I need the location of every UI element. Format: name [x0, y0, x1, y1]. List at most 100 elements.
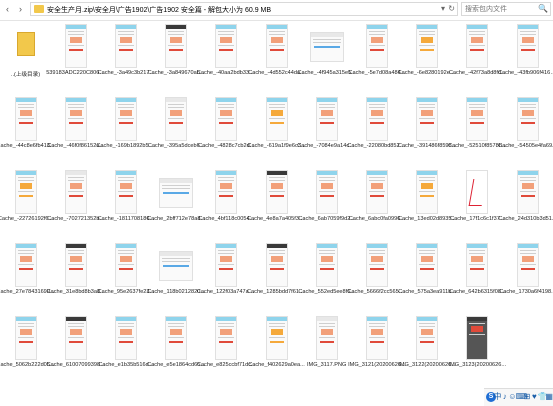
file-item[interactable]: Cache_e1b35b516d...	[96, 314, 155, 378]
file-item[interactable]: Cache_-7084e9a14c3...	[297, 95, 356, 159]
file-item[interactable]: IMG_3121(20200626...	[347, 314, 406, 378]
file-item[interactable]: Cache_27e78431699...	[0, 241, 55, 305]
file-thumbnail	[215, 24, 238, 68]
file-item[interactable]: Cache_1285bdd7f61e...	[247, 241, 306, 305]
file-item[interactable]: Cache_-3a849670ab...	[147, 22, 206, 86]
file-item[interactable]: Cache_-44c8e6fb413...	[0, 95, 55, 159]
file-item[interactable]: Cache_-6e8280192ec...	[398, 22, 457, 86]
file-thumbnail	[265, 316, 288, 360]
emoji-icon[interactable]: ☺	[508, 392, 517, 401]
file-item[interactable]: Cache_-54505e4fa69...	[498, 95, 553, 159]
file-item[interactable]: Cache_6ab7059f9d2...	[297, 168, 356, 232]
file-item[interactable]: ..(上级目录)	[0, 22, 55, 86]
file-item[interactable]: Cache_-5e7d08a484...	[347, 22, 406, 86]
back-button[interactable]: ‹	[6, 4, 9, 14]
file-name: IMG_3123(20200626...	[448, 362, 507, 368]
file-item[interactable]: Cache_-3a49c3b217...	[96, 22, 155, 86]
keyboard-icon[interactable]: ⌨	[515, 392, 528, 401]
file-thumbnail	[215, 170, 238, 214]
file-item[interactable]: Cache_575a3ea911b...	[398, 241, 457, 305]
skin-icon[interactable]: 👕	[537, 392, 548, 401]
file-item[interactable]: Cache_5666f2cc5653...	[347, 241, 406, 305]
file-item[interactable]: Cache_-4f945a315e5...	[297, 22, 356, 86]
file-item[interactable]: Cache_6abc0fa0996...	[347, 168, 406, 232]
file-thumbnail	[466, 170, 489, 214]
file-item[interactable]: Cache_e825ccbf71dc...	[197, 314, 256, 378]
file-item[interactable]: Cache_642b6315f08...	[448, 241, 507, 305]
file-item[interactable]: Cache_31e8bd8b3a8...	[46, 241, 105, 305]
file-item[interactable]: Cache_118b0212820...	[147, 241, 206, 305]
file-item[interactable]: Cache_-43fb906f4166...	[498, 22, 553, 86]
folder-icon	[34, 5, 44, 13]
file-thumbnail	[416, 97, 439, 141]
file-item[interactable]: Cache_-52510f8578b...	[448, 95, 507, 159]
file-thumbnail	[159, 178, 194, 208]
file-thumbnail	[416, 170, 439, 214]
file-thumbnail	[516, 243, 539, 287]
file-item[interactable]: Cache_-619a1f9e6c3...	[247, 95, 306, 159]
sogou-icon[interactable]: S	[486, 392, 496, 402]
file-item[interactable]: Cache_4e8a7a405f30...	[247, 168, 306, 232]
file-item[interactable]: Cache_122f03a747aa...	[197, 241, 256, 305]
file-thumbnail	[265, 243, 288, 287]
file-thumbnail	[365, 316, 388, 360]
file-name: Cache_1730a6f4198...	[499, 289, 553, 295]
search-icon[interactable]: 🔍	[538, 4, 548, 13]
forward-button[interactable]: ›	[19, 4, 22, 14]
file-item[interactable]: Cache_-1811708186...	[96, 168, 155, 232]
file-thumbnail	[165, 316, 188, 360]
file-item[interactable]: Cache_-4828c7cb2d...	[197, 95, 256, 159]
file-thumbnail	[14, 97, 37, 141]
file-item[interactable]: IMG_3117.PNG	[297, 314, 356, 378]
file-item[interactable]: Cache_4bf118c0054...	[197, 168, 256, 232]
file-thumbnail	[215, 97, 238, 141]
file-item[interactable]: Cache_-42f73a8d8fd...	[448, 22, 507, 86]
file-item[interactable]: Cache_61007099398...	[46, 314, 105, 378]
apps-icon[interactable]: ⊞	[523, 392, 531, 401]
file-thumbnail	[64, 316, 87, 360]
file-thumbnail	[315, 170, 338, 214]
voice-icon[interactable]: ♪	[502, 392, 507, 401]
file-item[interactable]: Cache_-702721352b...	[46, 168, 105, 232]
heart-icon[interactable]: ♥	[532, 392, 537, 401]
search-input[interactable]	[462, 3, 535, 15]
file-thumbnail	[365, 170, 388, 214]
file-item[interactable]: Cache_13ed02d8935...	[398, 168, 457, 232]
grid-icon[interactable]: ▦	[545, 392, 553, 401]
file-thumbnail	[516, 97, 539, 141]
file-item[interactable]: Cache_-169b1892b51...	[96, 95, 155, 159]
search-box[interactable]: 🔍	[461, 2, 551, 16]
file-item[interactable]: Cache_-22726192f6...	[0, 168, 55, 232]
chevron-down-icon[interactable]: ▾	[440, 4, 445, 13]
file-item[interactable]: 539183ADC220C8067...	[46, 22, 105, 86]
file-item[interactable]: Cache_-40aa2bdb33b...	[197, 22, 256, 86]
file-item[interactable]: Cache_24d310b3d51...	[498, 168, 553, 232]
file-thumbnail	[114, 243, 137, 287]
path-bar[interactable]: 安全生产月.zip\安全月\广告1902\广告1902 安全篇 - 解包大小为 …	[30, 2, 458, 16]
file-item[interactable]: Cache_-391486f8598...	[398, 95, 457, 159]
file-thumbnail	[416, 24, 439, 68]
chinese-mode-icon[interactable]: 中	[493, 392, 502, 401]
path-text: 安全生产月.zip\安全月\广告1902\广告1902 安全篇 - 解包大小为 …	[47, 7, 272, 14]
file-item[interactable]: Cache_e5e1864cd65...	[147, 314, 206, 378]
file-item[interactable]: Cache_-46f0f86152a...	[46, 95, 105, 159]
address-toolbar: ‹ › 安全生产月.zip\安全月\广告1902\广告1902 安全篇 - 解包…	[0, 0, 553, 21]
file-item[interactable]: Cache_-395a5dceb6...	[147, 95, 206, 159]
file-item[interactable]: Cache_2bff712e78a8...	[147, 168, 206, 232]
file-item[interactable]: Cache_f402629a0ea...	[247, 314, 306, 378]
file-name: Cache_24d310b3d51...	[498, 216, 553, 222]
file-item[interactable]: Cache_1730a6f4198...	[498, 241, 553, 305]
file-item[interactable]: Cache_-22080bd852c...	[347, 95, 406, 159]
refresh-icon[interactable]: ↻	[448, 4, 455, 13]
file-item[interactable]: Cache_17f1c6c1f37...	[448, 168, 507, 232]
file-thumbnail	[365, 24, 388, 68]
file-item[interactable]: Cache_-4d552c44da...	[247, 22, 306, 86]
file-thumbnail	[14, 170, 37, 214]
file-item[interactable]: IMG_3122(20200626...	[398, 314, 457, 378]
file-thumbnail	[466, 97, 489, 141]
file-item[interactable]: IMG_3123(20200626...	[448, 314, 507, 378]
file-item[interactable]: Cache_5062b222d05...	[0, 314, 55, 378]
file-item[interactable]: Cache_552ed5ee8f6...	[297, 241, 356, 305]
file-thumbnail	[64, 97, 87, 141]
file-item[interactable]: Cache_95e2637fe23...	[96, 241, 155, 305]
